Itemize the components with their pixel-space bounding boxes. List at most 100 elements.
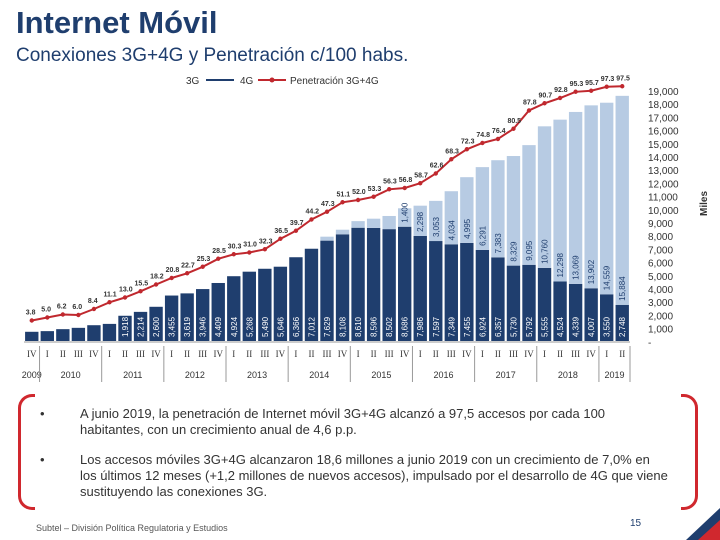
penetration-point: [433, 171, 438, 176]
x-tick-quarter: IV: [524, 349, 534, 359]
x-tick-quarter: III: [74, 349, 83, 359]
penetration-label: 53.3: [368, 186, 382, 193]
penetration-point: [355, 197, 361, 203]
bar-3g: [491, 257, 505, 341]
y2-tick-label: 15,000: [648, 140, 679, 151]
x-tick-quarter: IV: [462, 349, 472, 359]
bar-3g: [196, 289, 210, 341]
bar-label-3g: 6,366: [292, 316, 301, 337]
penetration-point: [153, 282, 159, 287]
bar-3g: [553, 281, 567, 341]
bar-label-3g: 8,686: [401, 316, 410, 337]
x-tick-quarter: II: [308, 349, 314, 359]
penetration-point: [604, 84, 609, 89]
bar-3g: [118, 315, 132, 341]
x-tick-year: 2014: [309, 370, 329, 380]
penetration-label: 32.3: [259, 238, 273, 245]
penetration-point: [45, 315, 50, 320]
y2-tick-label: 11,000: [648, 193, 678, 204]
page-number: 15: [630, 518, 642, 529]
penetration-label: 52.0: [352, 189, 366, 196]
bar-label-3g: 7,986: [416, 316, 425, 337]
penetration-point: [231, 252, 236, 257]
x-tick-quarter: II: [60, 349, 66, 359]
penetration-point: [216, 256, 221, 261]
y2-tick-label: 16,000: [648, 127, 679, 138]
penetration-label: 13.0: [119, 287, 133, 294]
penetration-label: 76.4: [492, 128, 506, 135]
x-tick-quarter: III: [385, 349, 394, 359]
penetration-point: [511, 126, 516, 131]
page-title: Internet Móvil: [16, 5, 218, 40]
penetration-label: 28.5: [212, 248, 226, 255]
bar-3g: [475, 249, 490, 341]
bar-4g: [335, 229, 350, 235]
x-tick-quarter: I: [605, 349, 608, 359]
penetration-point: [557, 95, 563, 101]
bar-label-4g: 13,069: [572, 255, 581, 280]
penetration-point: [184, 271, 190, 276]
bar-label-3g: 2,214: [137, 316, 146, 337]
x-tick-quarter: III: [198, 349, 207, 359]
bar-4g: [475, 167, 490, 250]
bar-3g: [429, 241, 443, 341]
x-tick-quarter: I: [419, 349, 422, 359]
bar-4g: [429, 200, 443, 242]
y2-tick-label: 2,000: [648, 311, 673, 322]
bar-3g: [506, 265, 521, 341]
bar-label-3g: 2,600: [152, 316, 161, 337]
bar-label-4g: 9,095: [525, 240, 534, 261]
page-subtitle: Conexiones 3G+4G y Penetración c/100 hab…: [16, 45, 409, 66]
bullet-text-1: A junio 2019, la penetración de Internet…: [80, 406, 606, 437]
bar-3g: [460, 242, 474, 341]
penetration-label: 56.3: [383, 178, 397, 185]
bar-3g: [600, 294, 614, 341]
penetration-label: 30.3: [228, 243, 242, 250]
bar-4g: [444, 191, 458, 245]
x-tick-quarter: IV: [586, 349, 596, 359]
penetration-point: [324, 209, 330, 214]
bar-3g: [537, 267, 552, 341]
x-tick-quarter: IV: [27, 349, 37, 359]
bar-label-4g: 8,329: [509, 241, 518, 262]
penetration-label: 3.8: [26, 310, 36, 317]
penetration-point: [169, 275, 174, 281]
penetration-point: [200, 264, 205, 269]
x-tick-quarter: I: [481, 349, 484, 359]
x-tick-quarter: III: [509, 349, 518, 359]
penetration-point: [418, 181, 423, 186]
penetration-label: 44.2: [305, 209, 319, 216]
bar-4g: [398, 208, 412, 227]
legend-marker-penetration: [269, 77, 275, 83]
bar-4g: [413, 205, 427, 236]
penetration-point: [122, 295, 128, 300]
penetration-point: [76, 312, 81, 318]
bar-label-3g: 5,490: [261, 316, 270, 337]
penetration-label: 95.7: [585, 80, 599, 87]
penetration-point: [278, 236, 283, 241]
bar-label-3g: 3,619: [183, 316, 192, 337]
penetration-point: [371, 194, 376, 199]
x-tick-quarter: III: [323, 349, 332, 359]
penetration-label: 68.3: [445, 148, 459, 155]
bar-4g: [522, 145, 536, 265]
x-tick-quarter: IV: [89, 349, 99, 359]
x-tick-year: 2010: [61, 370, 81, 380]
y2-tick-label: 13,000: [648, 166, 679, 177]
penetration-label: 8.4: [88, 298, 98, 305]
y2-tick-label: 17,000: [648, 113, 679, 124]
x-tick-quarter: II: [495, 349, 501, 359]
bar-3g: [56, 329, 70, 341]
x-tick-quarter: IV: [338, 349, 348, 359]
bar-3g: [242, 271, 256, 341]
bar-label-3g: 6,924: [478, 316, 487, 337]
penetration-label: 74.8: [476, 132, 490, 139]
penetration-point: [247, 250, 252, 255]
x-tick-year: 2018: [558, 370, 578, 380]
penetration-label: 6.0: [72, 304, 82, 311]
bar-label-4g: 13,902: [587, 259, 596, 284]
bar-3g: [382, 229, 396, 341]
y2-tick-label: 3,000: [648, 298, 673, 309]
y2-tick-label: 9,000: [648, 219, 673, 230]
x-tick-quarter: II: [371, 349, 377, 359]
